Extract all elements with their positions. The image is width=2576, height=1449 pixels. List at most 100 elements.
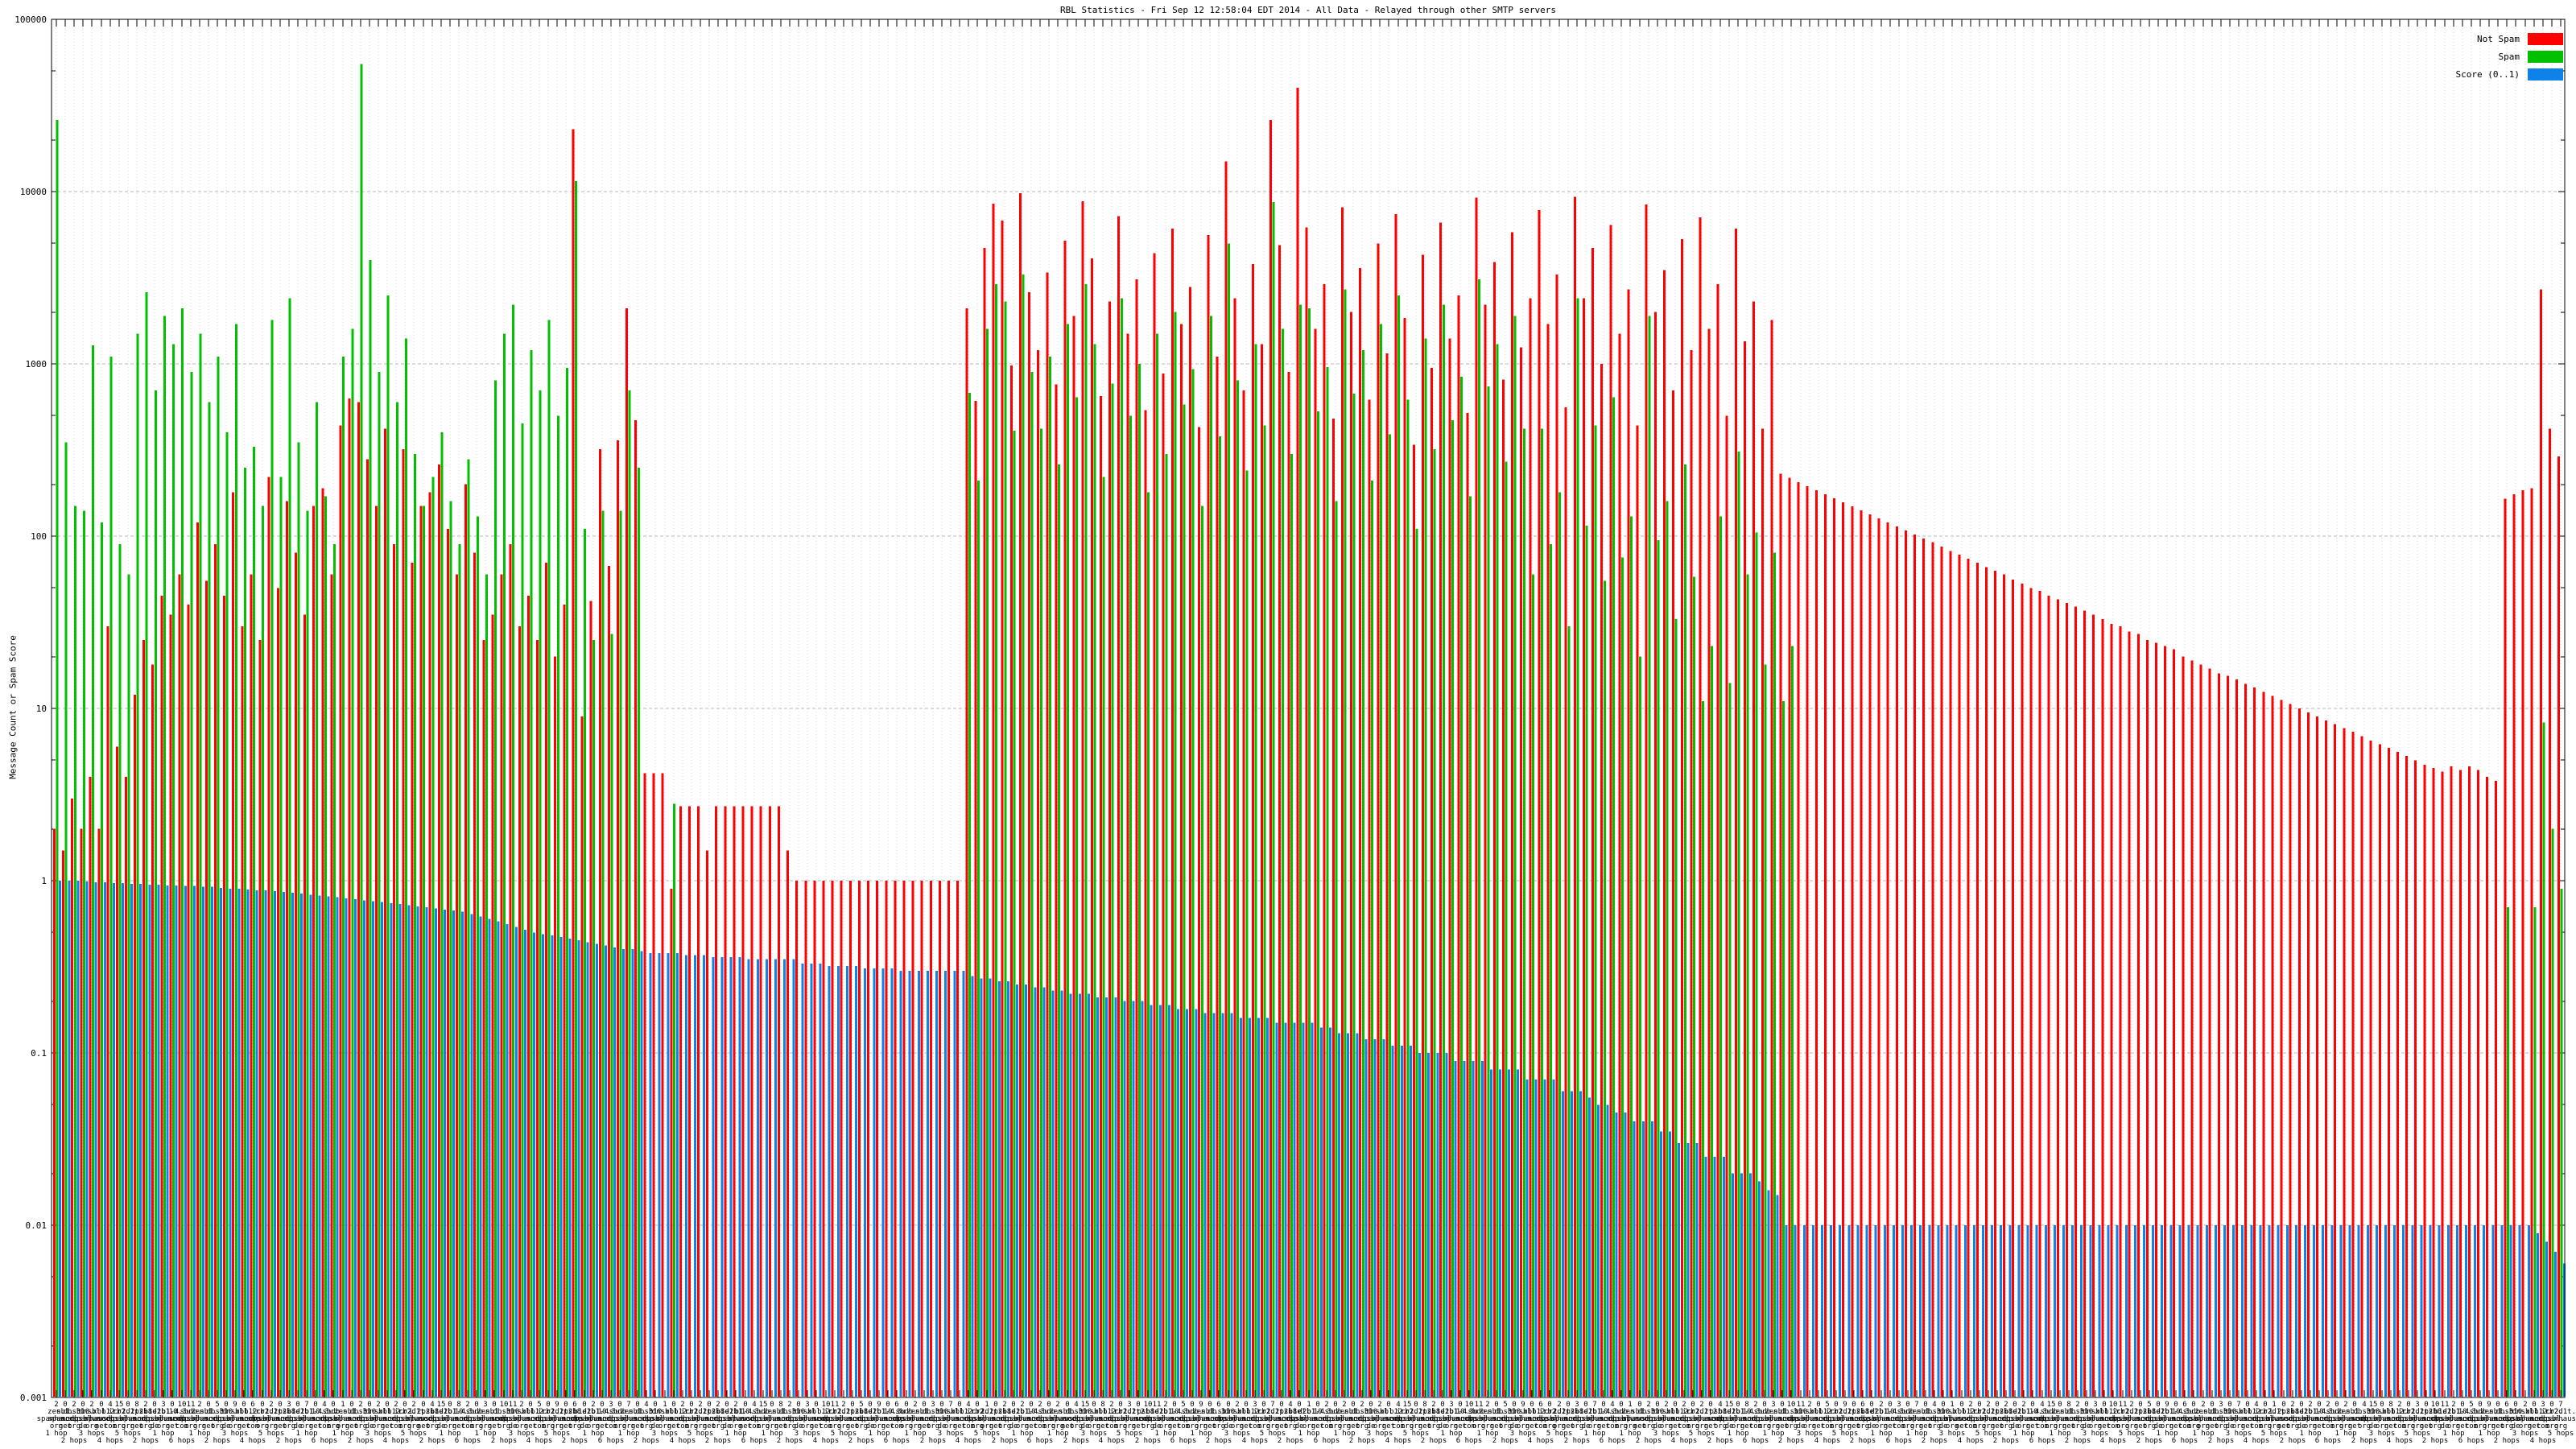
bar-not-spam (2101, 619, 2104, 1397)
bar-spam (1254, 344, 1257, 1397)
bar-score (649, 952, 652, 1397)
bar-not-spam (1081, 200, 1084, 1397)
bar-score (452, 910, 456, 1397)
bar-spam (297, 442, 300, 1397)
bar-not-spam (518, 625, 521, 1397)
bar-score (1051, 990, 1055, 1397)
bar-spam (1674, 619, 1678, 1397)
bar-score (1758, 1181, 1761, 1397)
bar-score (953, 970, 956, 1397)
bar-not-spam (1573, 196, 1576, 1397)
bar-not-spam (2012, 579, 2015, 1397)
bar-not-spam (241, 625, 244, 1397)
bar-spam (1102, 477, 1105, 1397)
bar-not-spam (2056, 599, 2059, 1397)
bar-not-spam (768, 806, 771, 1397)
bar-not-spam (1350, 312, 1353, 1397)
bar-score (220, 887, 223, 1397)
bar-score (2384, 1225, 2387, 1397)
bar-spam (995, 284, 998, 1397)
bar-score (1624, 1113, 1627, 1397)
bar-not-spam (2065, 602, 2068, 1397)
bar-score (774, 959, 778, 1397)
bar-spam (1129, 415, 1132, 1397)
bar-score (1615, 1113, 1618, 1397)
bar-not-spam (867, 881, 870, 1397)
bar-score (1937, 1225, 1940, 1397)
bar-spam (1361, 350, 1364, 1397)
bar-spam (539, 390, 542, 1397)
bar-not-spam (1958, 555, 1961, 1397)
bar-not-spam (902, 881, 906, 1397)
bar-score (1167, 1005, 1170, 1397)
bar-not-spam (2145, 639, 2149, 1397)
bar-spam (1719, 516, 1723, 1397)
bar-score (542, 934, 545, 1397)
bar-score (425, 907, 428, 1397)
bar-not-spam (1046, 272, 1049, 1397)
bar-not-spam (365, 459, 369, 1397)
bar-score (1105, 997, 1108, 1397)
bar-score (1946, 1225, 1949, 1397)
bar-not-spam (1260, 344, 1263, 1397)
bar-score (1096, 997, 1099, 1397)
bar-spam (423, 506, 426, 1397)
bar-score (1892, 1225, 1895, 1397)
bar-score (2393, 1225, 2396, 1397)
bar-spam (1281, 328, 1284, 1397)
bar-not-spam (2414, 760, 2417, 1397)
bar-not-spam (1170, 228, 1174, 1397)
bar-score (1186, 1009, 1189, 1397)
bar-score (416, 906, 419, 1397)
bar-not-spam (428, 492, 431, 1397)
bar-score (2330, 1225, 2334, 1397)
bar-not-spam (419, 506, 423, 1397)
bar-spam (1263, 425, 1266, 1397)
bar-not-spam (1797, 481, 1800, 1397)
bar-score (1722, 1156, 1725, 1397)
bar-score (1552, 1080, 1555, 1397)
bar-not-spam (2235, 679, 2238, 1397)
bar-not-spam (697, 806, 700, 1397)
bar-spam (82, 510, 85, 1397)
bar-score (1802, 1225, 1806, 1397)
bar-score (2438, 1225, 2441, 1397)
bar-score (514, 927, 518, 1397)
bar-score (1328, 1027, 1331, 1397)
bar-not-spam (1055, 384, 1058, 1397)
bar-score (1821, 1225, 1823, 1397)
bar-score (1570, 1091, 1573, 1397)
bar-score (506, 923, 509, 1397)
bar-spam (1397, 295, 1401, 1397)
bar-spam (1245, 470, 1249, 1397)
bar-not-spam (1037, 350, 1040, 1397)
bar-spam (485, 574, 488, 1397)
bar-not-spam (750, 806, 753, 1397)
bar-not-spam (1421, 254, 1424, 1397)
bar-score (112, 882, 115, 1397)
bar-score (899, 970, 902, 1397)
bar-spam (601, 510, 605, 1397)
bar-spam (1111, 383, 1114, 1397)
bar-not-spam (1403, 317, 1406, 1397)
bar-score (1158, 1005, 1162, 1397)
bar-not-spam (911, 881, 914, 1397)
bar-not-spam (2047, 596, 2050, 1397)
y-tick-label: 1000 (26, 359, 47, 369)
bar-score (1293, 1022, 1296, 1397)
bar-not-spam (482, 639, 485, 1397)
bar-spam (575, 181, 577, 1397)
bar-spam (163, 316, 166, 1397)
bar-spam (386, 295, 390, 1397)
bar-not-spam (1207, 234, 1210, 1397)
bar-spam (1603, 580, 1606, 1397)
bar-score (1839, 1225, 1842, 1397)
bar-not-spam (169, 614, 172, 1397)
bar-score (1400, 1046, 1403, 1397)
bar-not-spam (187, 605, 190, 1397)
bar-score (103, 881, 106, 1397)
bar-spam (503, 333, 506, 1397)
bar-spam (521, 423, 524, 1397)
bar-not-spam (2110, 623, 2113, 1397)
bar-score (300, 894, 303, 1397)
